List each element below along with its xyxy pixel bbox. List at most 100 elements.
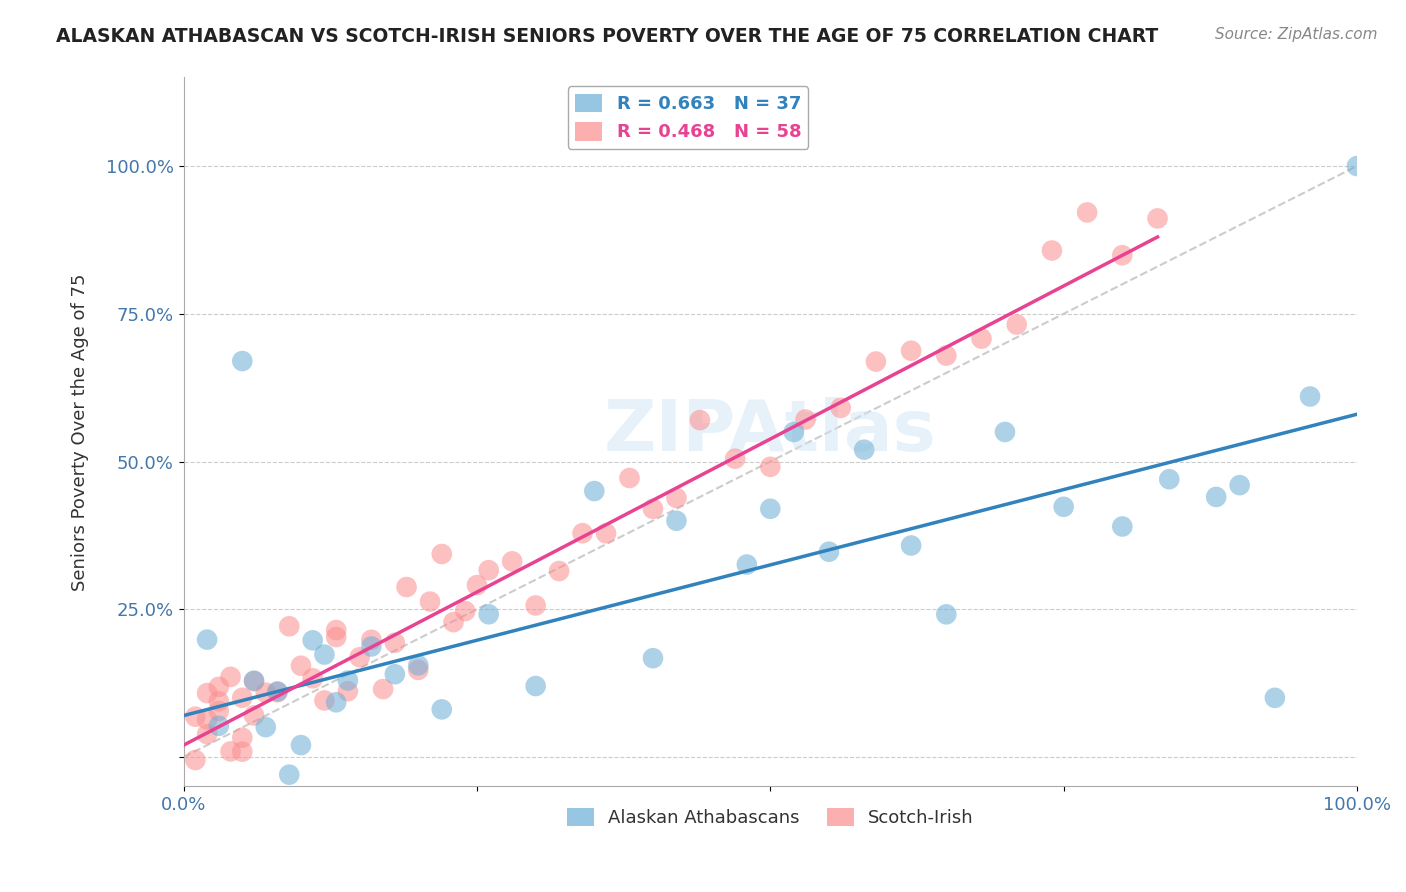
Point <box>1111 519 1133 533</box>
Point <box>314 693 336 707</box>
Point <box>994 425 1017 439</box>
Point <box>478 563 501 577</box>
Point <box>641 501 664 516</box>
Point <box>501 554 523 568</box>
Point <box>524 599 547 613</box>
Point <box>408 663 430 677</box>
Point <box>349 650 371 665</box>
Point <box>571 526 593 541</box>
Point <box>443 615 465 629</box>
Point <box>665 514 688 528</box>
Point <box>278 767 301 781</box>
Point <box>290 658 312 673</box>
Point <box>395 580 418 594</box>
Point <box>208 694 231 708</box>
Point <box>301 671 323 685</box>
Point <box>336 673 359 688</box>
Point <box>219 744 242 758</box>
Point <box>208 704 231 718</box>
Point <box>783 425 806 439</box>
Point <box>1299 390 1322 404</box>
Point <box>314 648 336 662</box>
Point <box>1040 244 1063 258</box>
Point <box>865 354 887 368</box>
Point <box>325 630 347 644</box>
Point <box>195 686 218 700</box>
Point <box>1205 490 1227 504</box>
Point <box>818 545 841 559</box>
Legend: Alaskan Athabascans, Scotch-Irish: Alaskan Athabascans, Scotch-Irish <box>560 800 981 834</box>
Point <box>195 727 218 741</box>
Point <box>301 633 323 648</box>
Point <box>1005 318 1028 332</box>
Text: ALASKAN ATHABASCAN VS SCOTCH-IRISH SENIORS POVERTY OVER THE AGE OF 75 CORRELATIO: ALASKAN ATHABASCAN VS SCOTCH-IRISH SENIO… <box>56 27 1159 45</box>
Point <box>243 673 266 688</box>
Point <box>1346 159 1368 173</box>
Point <box>935 607 957 622</box>
Point <box>478 607 501 622</box>
Point <box>231 354 253 368</box>
Point <box>759 501 782 516</box>
Point <box>1053 500 1076 514</box>
Point <box>430 547 453 561</box>
Point <box>853 442 876 457</box>
Point <box>900 343 922 358</box>
Point <box>759 459 782 474</box>
Point <box>1264 690 1286 705</box>
Point <box>830 401 852 415</box>
Point <box>208 680 231 694</box>
Text: Source: ZipAtlas.com: Source: ZipAtlas.com <box>1215 27 1378 42</box>
Point <box>266 685 288 699</box>
Point <box>208 719 231 733</box>
Point <box>970 332 993 346</box>
Point <box>290 738 312 752</box>
Point <box>254 720 277 734</box>
Point <box>243 708 266 723</box>
Point <box>254 686 277 700</box>
Point <box>1146 211 1168 226</box>
Point <box>465 578 488 592</box>
Point <box>384 636 406 650</box>
Point <box>408 658 430 673</box>
Point <box>935 349 957 363</box>
Point <box>360 640 382 654</box>
Point <box>689 413 711 427</box>
Point <box>548 564 571 578</box>
Point <box>384 667 406 681</box>
Point <box>231 690 253 705</box>
Point <box>243 674 266 689</box>
Point <box>430 702 453 716</box>
Point <box>1076 205 1098 219</box>
Point <box>641 651 664 665</box>
Point <box>1229 478 1251 492</box>
Point <box>266 684 288 698</box>
Point <box>278 619 301 633</box>
Point <box>595 526 617 541</box>
Point <box>524 679 547 693</box>
Point <box>454 604 477 618</box>
Point <box>184 753 207 767</box>
Point <box>219 670 242 684</box>
Point <box>231 731 253 745</box>
Point <box>184 709 207 723</box>
Point <box>325 695 347 709</box>
Point <box>419 594 441 608</box>
Point <box>1111 248 1133 262</box>
Point <box>794 412 817 426</box>
Point <box>336 684 359 698</box>
Text: ZIPAtlas: ZIPAtlas <box>605 398 936 467</box>
Point <box>724 451 747 466</box>
Y-axis label: Seniors Poverty Over the Age of 75: Seniors Poverty Over the Age of 75 <box>72 273 89 591</box>
Point <box>231 745 253 759</box>
Point <box>360 632 382 647</box>
Point <box>195 713 218 727</box>
Point <box>735 558 758 572</box>
Point <box>583 484 606 499</box>
Point <box>900 539 922 553</box>
Point <box>325 623 347 637</box>
Point <box>665 491 688 505</box>
Point <box>619 471 641 485</box>
Point <box>195 632 218 647</box>
Point <box>1159 472 1181 486</box>
Point <box>371 682 394 697</box>
